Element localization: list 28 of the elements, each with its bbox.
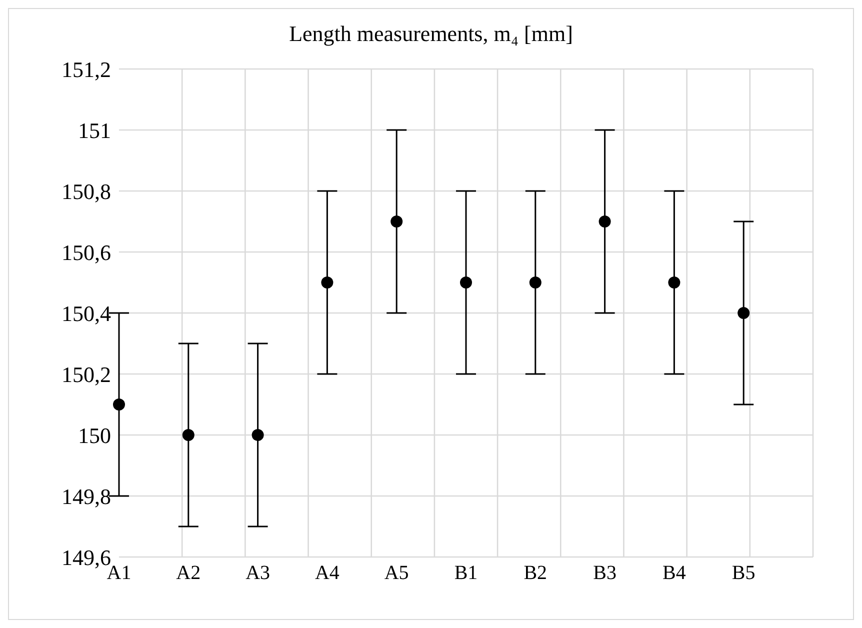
- point: [738, 307, 750, 319]
- point: [182, 429, 194, 441]
- y-tick-label: 151,2: [62, 56, 111, 82]
- point: [598, 216, 611, 228]
- point: [321, 276, 334, 288]
- x-tick-label: A4: [314, 562, 340, 584]
- point: [252, 429, 264, 441]
- point: [529, 276, 542, 288]
- y-tick-label: 150,8: [62, 178, 111, 204]
- point: [390, 216, 403, 228]
- x-tick-label: B2: [524, 562, 548, 584]
- x-tick-label: A5: [384, 562, 409, 584]
- y-tick-label: 149,8: [62, 484, 111, 509]
- y-tick-label: 150: [78, 422, 111, 448]
- x-tick-label: A3: [246, 562, 270, 584]
- chart-title: Length measurements, m₄ [mm]: [288, 20, 574, 48]
- y-tick-label: 150,6: [62, 240, 111, 265]
- x-tick-label: B3: [593, 562, 616, 584]
- y-tick-label: 150,2: [62, 362, 111, 387]
- point: [113, 398, 125, 410]
- y-tick-label: 150,4: [62, 300, 111, 326]
- point: [460, 276, 472, 288]
- point: [668, 276, 680, 288]
- x-tick-label: B1: [454, 562, 478, 584]
- x-tick-label: B4: [662, 562, 686, 584]
- x-tick-label: A2: [176, 562, 201, 584]
- y-tick-label: 151: [78, 118, 111, 143]
- x-tick-label: B5: [732, 562, 756, 584]
